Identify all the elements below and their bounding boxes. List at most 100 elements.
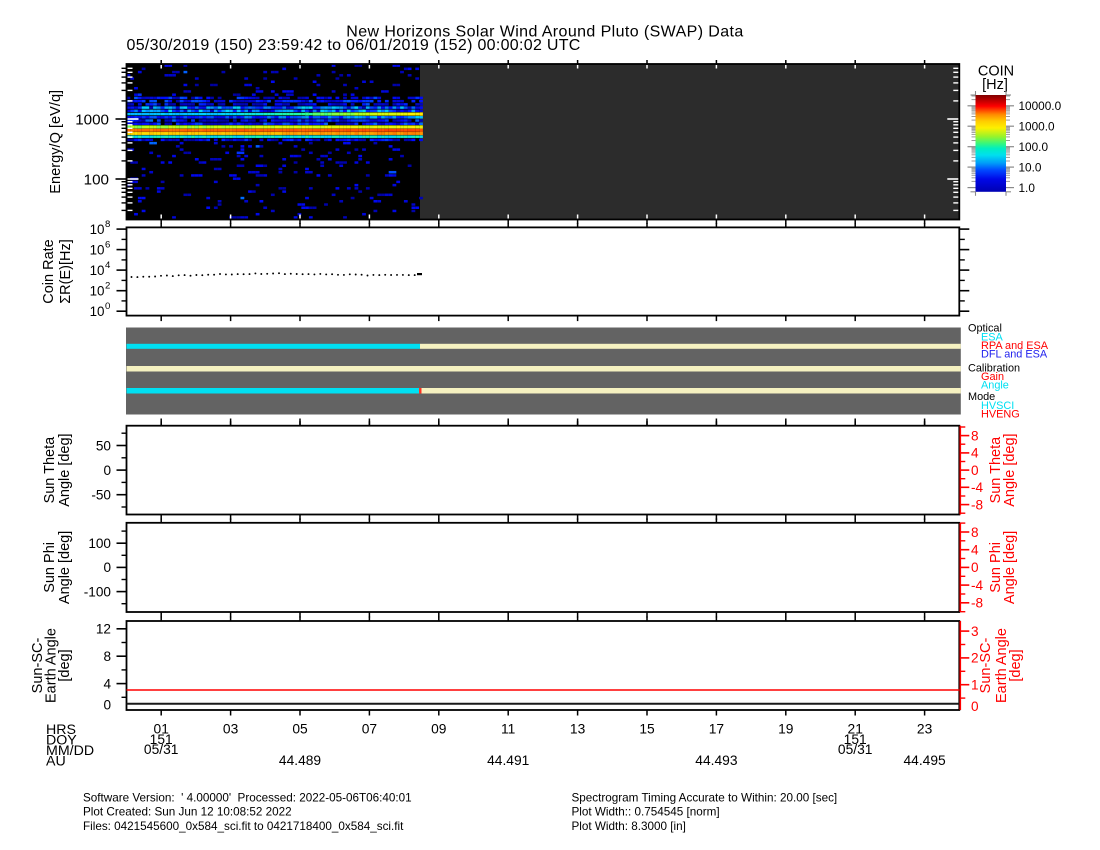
svg-text:10000.0: 10000.0 bbox=[1019, 99, 1062, 113]
svg-text:HVENG: HVENG bbox=[981, 408, 1020, 420]
svg-text:17: 17 bbox=[709, 721, 724, 736]
svg-text:44.493: 44.493 bbox=[695, 753, 738, 768]
svg-text:HVSCI: HVSCI bbox=[981, 400, 1014, 412]
svg-text:COIN: COIN bbox=[978, 64, 1014, 80]
svg-text:Mode: Mode bbox=[968, 391, 995, 403]
svg-text:Plot Width:: 0.754545 [norm]: Plot Width:: 0.754545 [norm] bbox=[572, 806, 720, 819]
svg-text:MM/DD: MM/DD bbox=[46, 743, 94, 759]
svg-text:10: 10 bbox=[90, 263, 105, 278]
svg-text:Sun Theta: Sun Theta bbox=[42, 436, 58, 504]
svg-text:19: 19 bbox=[778, 721, 794, 736]
svg-text:[deg]: [deg] bbox=[1008, 649, 1024, 681]
svg-text:1000.0: 1000.0 bbox=[1019, 119, 1056, 133]
svg-text:DFL and ESA: DFL and ESA bbox=[981, 349, 1048, 361]
svg-text:-8: -8 bbox=[971, 497, 983, 512]
svg-text:0: 0 bbox=[105, 301, 110, 312]
svg-text:RPA and ESA: RPA and ESA bbox=[981, 340, 1049, 352]
svg-text:03: 03 bbox=[223, 721, 239, 736]
svg-text:HRS: HRS bbox=[46, 722, 76, 738]
svg-text:05/31: 05/31 bbox=[838, 742, 873, 757]
svg-text:Plot Width: 8.3000 [in]: Plot Width: 8.3000 [in] bbox=[572, 820, 686, 833]
svg-text:1000: 1000 bbox=[75, 111, 109, 128]
svg-text:ΣR(E)[Hz]: ΣR(E)[Hz] bbox=[58, 239, 74, 304]
svg-text:Angle [deg]: Angle [deg] bbox=[1002, 531, 1018, 604]
svg-text:4: 4 bbox=[105, 260, 111, 271]
svg-text:10: 10 bbox=[90, 222, 105, 237]
svg-text:Files: 0421545600_0x584_sci.fi: Files: 0421545600_0x584_sci.fit to 04217… bbox=[83, 820, 404, 833]
svg-text:44.489: 44.489 bbox=[279, 753, 322, 768]
svg-text:11: 11 bbox=[501, 721, 515, 736]
svg-text:21: 21 bbox=[848, 721, 863, 736]
svg-text:1.0: 1.0 bbox=[1019, 181, 1036, 195]
svg-text:8: 8 bbox=[105, 219, 110, 230]
svg-text:4: 4 bbox=[971, 543, 979, 558]
svg-text:Angle: Angle bbox=[981, 380, 1009, 392]
svg-text:[deg]: [deg] bbox=[57, 649, 73, 681]
svg-text:4: 4 bbox=[971, 446, 979, 461]
svg-text:2: 2 bbox=[971, 651, 979, 666]
svg-text:3: 3 bbox=[971, 624, 979, 639]
svg-text:10: 10 bbox=[90, 242, 105, 257]
svg-text:100: 100 bbox=[88, 536, 111, 551]
svg-text:05: 05 bbox=[292, 721, 308, 736]
svg-text:Software Version: ' 4.00000': Software Version: ' 4.00000' Processed: … bbox=[83, 791, 412, 804]
svg-text:Sun-SC-: Sun-SC- bbox=[30, 638, 46, 694]
svg-text:-8: -8 bbox=[971, 596, 983, 611]
svg-text:Angle [deg]: Angle [deg] bbox=[1002, 433, 1018, 506]
svg-text:AU: AU bbox=[46, 754, 66, 770]
svg-text:05/30/2019 (150) 23:59:42 to 0: 05/30/2019 (150) 23:59:42 to 06/01/2019 … bbox=[127, 37, 581, 54]
svg-text:Sun-SC-: Sun-SC- bbox=[978, 638, 994, 694]
svg-text:Energy/Q [eV/q]: Energy/Q [eV/q] bbox=[48, 90, 64, 194]
svg-text:New Horizons Solar Wind Around: New Horizons Solar Wind Around Pluto (SW… bbox=[346, 24, 743, 41]
svg-text:Gain: Gain bbox=[981, 371, 1004, 383]
svg-text:100: 100 bbox=[84, 171, 109, 188]
svg-text:44.495: 44.495 bbox=[903, 753, 946, 768]
svg-text:-50: -50 bbox=[91, 488, 111, 503]
svg-text:-100: -100 bbox=[84, 584, 112, 599]
svg-text:4: 4 bbox=[103, 676, 111, 691]
svg-text:Sun Theta: Sun Theta bbox=[988, 436, 1004, 504]
svg-text:01: 01 bbox=[154, 721, 169, 736]
svg-text:09: 09 bbox=[431, 721, 447, 736]
svg-text:Angle [deg]: Angle [deg] bbox=[57, 531, 73, 604]
svg-text:2: 2 bbox=[105, 281, 110, 292]
svg-text:1: 1 bbox=[971, 678, 979, 693]
svg-text:50: 50 bbox=[96, 438, 112, 453]
svg-text:Angle [deg]: Angle [deg] bbox=[57, 433, 73, 506]
svg-text:DOY: DOY bbox=[46, 733, 77, 749]
svg-text:0: 0 bbox=[971, 463, 979, 478]
svg-text:0: 0 bbox=[103, 463, 111, 478]
svg-text:0: 0 bbox=[971, 699, 979, 714]
svg-text:Optical: Optical bbox=[968, 323, 1002, 335]
svg-text:ESA: ESA bbox=[981, 331, 1004, 343]
svg-text:151: 151 bbox=[844, 732, 867, 747]
svg-text:05/31: 05/31 bbox=[144, 742, 179, 757]
svg-text:Earth Angle: Earth Angle bbox=[994, 628, 1010, 703]
svg-text:Sun Phi: Sun Phi bbox=[988, 542, 1004, 593]
svg-text:0: 0 bbox=[103, 698, 111, 713]
svg-text:23: 23 bbox=[917, 721, 933, 736]
svg-text:Coin Rate: Coin Rate bbox=[41, 239, 57, 303]
svg-text:Sun Phi: Sun Phi bbox=[42, 542, 58, 593]
svg-text:07: 07 bbox=[362, 721, 377, 736]
svg-text:13: 13 bbox=[570, 721, 586, 736]
svg-text:10.0: 10.0 bbox=[1019, 160, 1042, 174]
svg-text:Spectrogram Timing Accurate to: Spectrogram Timing Accurate to Within: 2… bbox=[572, 791, 838, 804]
svg-text:10: 10 bbox=[90, 284, 105, 299]
svg-text:151: 151 bbox=[150, 732, 173, 747]
svg-text:12: 12 bbox=[96, 622, 111, 637]
svg-text:8: 8 bbox=[971, 525, 979, 540]
svg-text:100.0: 100.0 bbox=[1019, 140, 1049, 154]
svg-text:15: 15 bbox=[639, 721, 655, 736]
svg-text:8: 8 bbox=[103, 649, 111, 664]
svg-text:44.491: 44.491 bbox=[487, 753, 529, 768]
svg-text:0: 0 bbox=[103, 560, 111, 575]
svg-text:Calibration: Calibration bbox=[968, 362, 1020, 374]
svg-text:0: 0 bbox=[971, 560, 979, 575]
svg-text:Earth Angle: Earth Angle bbox=[44, 628, 60, 703]
svg-text:-4: -4 bbox=[971, 578, 984, 593]
svg-text:8: 8 bbox=[971, 428, 979, 443]
svg-text:[Hz]: [Hz] bbox=[982, 77, 1008, 93]
svg-text:10: 10 bbox=[90, 304, 105, 319]
svg-text:Plot Created: Sun Jun 12 10:08: Plot Created: Sun Jun 12 10:08:52 2022 bbox=[83, 806, 292, 819]
